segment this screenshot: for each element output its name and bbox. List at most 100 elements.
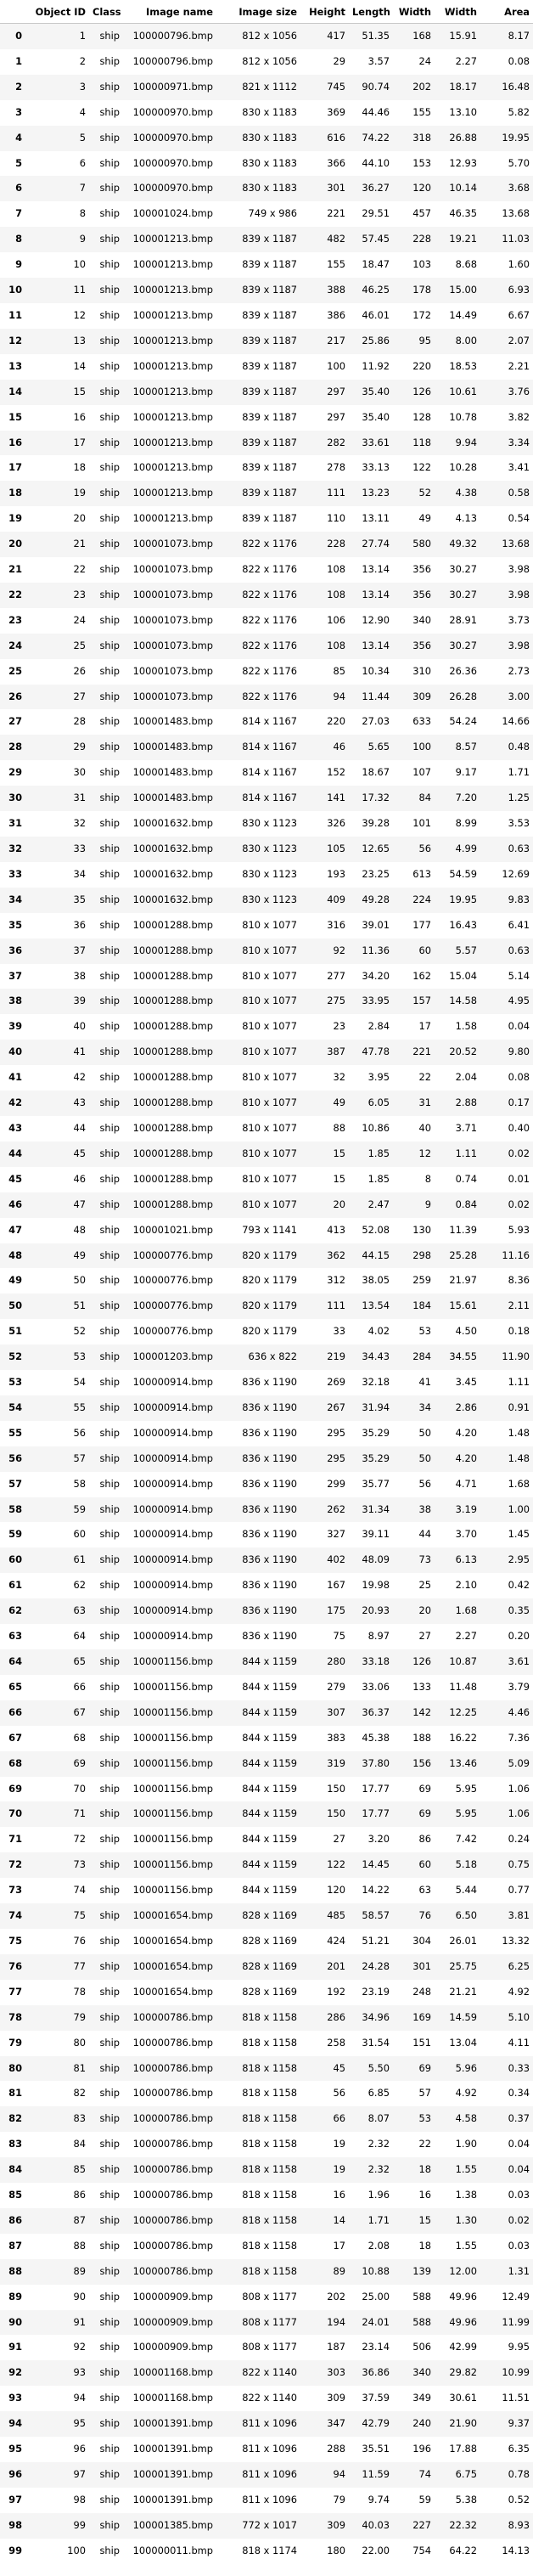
table-cell: 100: [300, 353, 349, 380]
table-cell: 50: [393, 1420, 435, 1446]
row-index: 61: [0, 1573, 25, 1599]
table-cell: 10.88: [349, 2258, 393, 2285]
table-cell: 12.65: [349, 837, 393, 862]
table-cell: 318: [393, 125, 435, 151]
table-cell: ship: [89, 607, 123, 634]
row-index: 49: [0, 1268, 25, 1294]
table-cell: ship: [89, 989, 123, 1015]
table-cell: 100001654.bmp: [123, 1928, 216, 1954]
table-cell: 26: [25, 658, 89, 685]
row-index: 17: [0, 455, 25, 482]
table-cell: 5.95: [435, 1801, 480, 1828]
row-index: 8: [0, 227, 25, 253]
table-cell: 12.93: [435, 150, 480, 177]
table-cell: 356: [393, 582, 435, 608]
table-cell: 4.02: [349, 1319, 393, 1345]
table-row: 77 78 ship 100001654.bmp 828 x 1169 192 23.19 2…: [0, 1979, 533, 2005]
table-row: 88 89 ship 100000786.bmp 818 x 1158 89 10.88 13…: [0, 2258, 533, 2285]
table-cell: 822 x 1140: [216, 2386, 300, 2412]
table-cell: 128: [393, 404, 435, 431]
table-cell: 25.28: [435, 1243, 480, 1269]
table-cell: ship: [89, 1801, 123, 1828]
table-cell: ship: [89, 1446, 123, 1472]
table-cell: 51.21: [349, 1928, 393, 1954]
table-cell: 133: [393, 1674, 435, 1700]
table-cell: 118: [393, 430, 435, 456]
table-cell: 45: [25, 1141, 89, 1167]
table-row: 5 6 ship 100000970.bmp 830 x 1183 366 44.10 153…: [0, 150, 533, 177]
table-cell: 369: [300, 99, 349, 126]
table-cell: 111: [300, 1294, 349, 1320]
table-cell: 84: [393, 786, 435, 812]
table-cell: 830 x 1183: [216, 150, 300, 177]
table-cell: 10.14: [435, 176, 480, 202]
table-cell: 3.19: [435, 1497, 480, 1523]
row-index: 58: [0, 1497, 25, 1523]
table-row: 68 69 ship 100001156.bmp 844 x 1159 319 37.80 1…: [0, 1750, 533, 1777]
table-cell: ship: [89, 1040, 123, 1066]
row-index: 18: [0, 481, 25, 507]
table-cell: 9.94: [435, 430, 480, 456]
table-cell: 49.96: [435, 2309, 480, 2336]
table-cell: 75: [25, 1903, 89, 1929]
table-cell: 811 x 1096: [216, 2411, 300, 2438]
table-row: 71 72 ship 100001156.bmp 844 x 1159 27 3.20 86 7…: [0, 1827, 533, 1853]
table-row: 7 8 ship 100001024.bmp 749 x 986 221 29.51 457 4…: [0, 201, 533, 228]
table-cell: ship: [89, 2386, 123, 2412]
table-cell: ship: [89, 328, 123, 354]
table-cell: 110: [300, 506, 349, 533]
table-cell: ship: [89, 2132, 123, 2158]
table-cell: 4.11: [480, 2030, 533, 2056]
table-cell: 0.37: [480, 2106, 533, 2133]
table-cell: 20.93: [349, 1598, 393, 1625]
table-cell: ship: [89, 1547, 123, 1574]
table-cell: 828 x 1169: [216, 1979, 300, 2005]
row-index: 2: [0, 74, 25, 100]
table-cell: 4.99: [435, 837, 480, 862]
table-cell: ship: [89, 1725, 123, 1751]
table-cell: 282: [300, 430, 349, 456]
row-index: 34: [0, 887, 25, 913]
table-cell: 33.61: [349, 430, 393, 456]
table-cell: 73: [393, 1547, 435, 1574]
table-cell: ship: [89, 1420, 123, 1446]
row-index: 16: [0, 430, 25, 456]
table-cell: 0.42: [480, 1573, 533, 1599]
table-cell: 839 x 1187: [216, 227, 300, 253]
row-index: 30: [0, 786, 25, 812]
row-index: 73: [0, 1878, 25, 1904]
table-cell: 9: [25, 227, 89, 253]
table-cell: 5.70: [480, 150, 533, 177]
table-cell: 33.06: [349, 1674, 393, 1700]
table-cell: 16: [300, 2183, 349, 2208]
table-cell: ship: [89, 1624, 123, 1649]
table-cell: 157: [393, 989, 435, 1015]
table-row: 6 7 ship 100000970.bmp 830 x 1183 301 36.27 120…: [0, 176, 533, 202]
table-cell: 126: [393, 379, 435, 405]
table-cell: 100001391.bmp: [123, 2462, 216, 2488]
table-cell: 16.48: [480, 74, 533, 100]
table-cell: 5.18: [435, 1852, 480, 1879]
table-cell: 269: [300, 1370, 349, 1395]
table-cell: 35: [25, 887, 89, 913]
table-cell: ship: [89, 48, 123, 75]
table-cell: 5.38: [435, 2487, 480, 2513]
table-cell: 836 x 1190: [216, 1547, 300, 1574]
table-cell: 27: [25, 684, 89, 710]
table-cell: ship: [89, 1573, 123, 1599]
table-row: 51 52 ship 100000776.bmp 820 x 1179 33 4.02 53 4…: [0, 1319, 533, 1345]
table-row: 3 4 ship 100000970.bmp 830 x 1183 369 44.46 155…: [0, 99, 533, 126]
table-cell: 810 x 1077: [216, 912, 300, 939]
table-cell: 100001483.bmp: [123, 709, 216, 736]
table-cell: 97: [25, 2462, 89, 2488]
table-row: 36 37 ship 100001288.bmp 810 x 1077 92 11.36 60…: [0, 938, 533, 964]
table-cell: 836 x 1190: [216, 1573, 300, 1599]
row-index: 92: [0, 2360, 25, 2387]
table-cell: 36: [25, 912, 89, 939]
table-cell: 240: [393, 2411, 435, 2438]
row-index: 71: [0, 1827, 25, 1853]
table-cell: 11.51: [480, 2386, 533, 2412]
table-cell: 100001203.bmp: [123, 1344, 216, 1371]
table-cell: 59: [393, 2487, 435, 2513]
table-cell: 100001213.bmp: [123, 227, 216, 253]
